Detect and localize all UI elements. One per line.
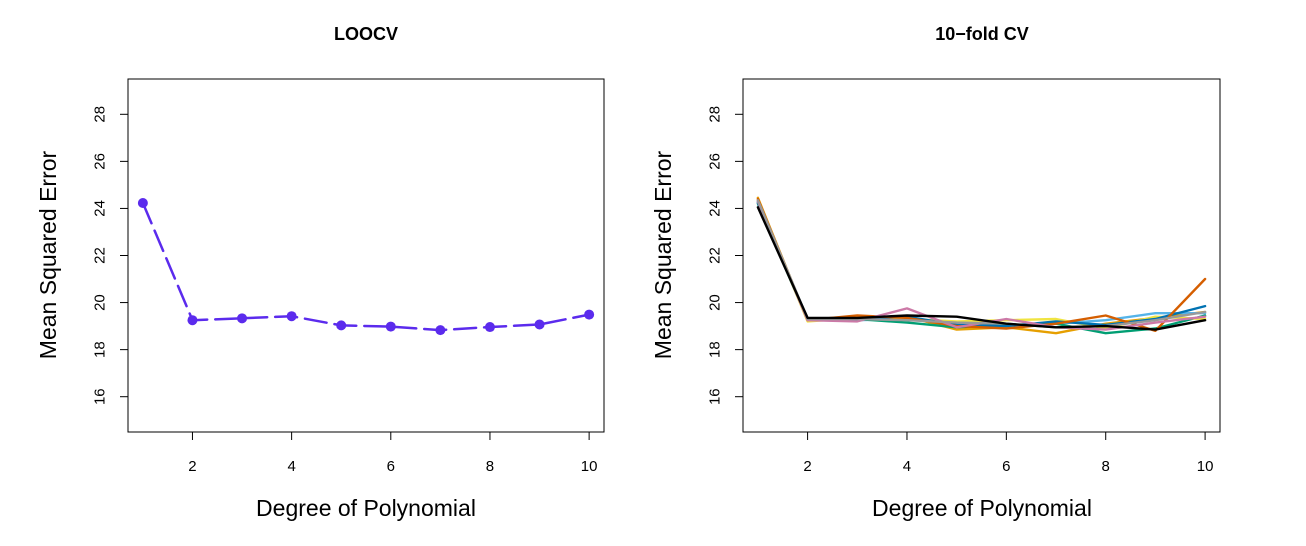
y-tick-label-28: 28 bbox=[707, 106, 724, 123]
y-axis-label: Mean Squared Error bbox=[650, 150, 676, 359]
x-tick-label-6: 6 bbox=[387, 458, 395, 475]
x-tick-label-10: 10 bbox=[1197, 458, 1214, 475]
plot-frame bbox=[127, 78, 605, 433]
x-tick-label-2: 2 bbox=[803, 458, 811, 475]
series-group bbox=[137, 198, 595, 336]
chart-title: LOOCV bbox=[334, 24, 398, 44]
data-point-3 bbox=[237, 313, 248, 324]
series-line-2 bbox=[756, 202, 1207, 335]
y-tick-label-16: 16 bbox=[707, 388, 724, 405]
series-line-7 bbox=[756, 198, 1207, 329]
series-line-1 bbox=[756, 200, 1207, 328]
series-line-5 bbox=[756, 197, 1207, 332]
y-tick-label-18: 18 bbox=[92, 341, 109, 358]
y-tick-label-24: 24 bbox=[92, 200, 109, 217]
chart-title: 10−fold CV bbox=[935, 24, 1029, 44]
y-tick-label-26: 26 bbox=[92, 153, 109, 170]
plot-frame bbox=[742, 78, 1221, 433]
series-line-6 bbox=[756, 200, 1207, 331]
series-line-3 bbox=[756, 198, 1207, 330]
data-point-9 bbox=[534, 319, 545, 330]
data-point-5 bbox=[336, 320, 347, 331]
x-tick-label-8: 8 bbox=[486, 458, 494, 475]
data-point-10 bbox=[584, 309, 595, 320]
series-line-8 bbox=[756, 206, 1207, 331]
y-tick-label-16: 16 bbox=[92, 388, 109, 405]
x-axis-label: Degree of Polynomial bbox=[256, 495, 476, 521]
x-tick-label-6: 6 bbox=[1002, 458, 1010, 475]
series-line-0 bbox=[756, 196, 1207, 335]
y-tick-label-20: 20 bbox=[707, 294, 724, 311]
y-axis-label: Mean Squared Error bbox=[35, 150, 61, 359]
y-tick-label-22: 22 bbox=[92, 247, 109, 264]
x-axis-label: Degree of Polynomial bbox=[872, 495, 1092, 521]
x-tick-label-4: 4 bbox=[287, 458, 295, 475]
y-tick-label-24: 24 bbox=[707, 200, 724, 217]
y-tick-label-18: 18 bbox=[707, 341, 724, 358]
x-tick-label-4: 4 bbox=[903, 458, 911, 475]
series-line-0 bbox=[141, 201, 591, 332]
data-point-8 bbox=[484, 322, 495, 333]
data-point-2 bbox=[187, 315, 198, 326]
x-tick-label-2: 2 bbox=[188, 458, 196, 475]
series-line-4 bbox=[756, 201, 1207, 328]
x-tick-label-10: 10 bbox=[581, 458, 598, 475]
tenfold-cv-panel: 10−fold CV Degree of Polynomial Mean Squ… bbox=[650, 24, 1221, 521]
y-tick-label-22: 22 bbox=[707, 247, 724, 264]
data-point-7 bbox=[435, 325, 446, 336]
data-point-6 bbox=[385, 321, 396, 332]
y-tick-label-28: 28 bbox=[92, 106, 109, 123]
series-group bbox=[756, 196, 1207, 335]
data-point-4 bbox=[286, 311, 297, 322]
y-tick-label-20: 20 bbox=[92, 294, 109, 311]
loocv-panel: LOOCV Degree of Polynomial Mean Squared … bbox=[35, 24, 605, 521]
x-tick-label-8: 8 bbox=[1102, 458, 1110, 475]
y-tick-label-26: 26 bbox=[707, 153, 724, 170]
data-point-1 bbox=[137, 198, 148, 209]
